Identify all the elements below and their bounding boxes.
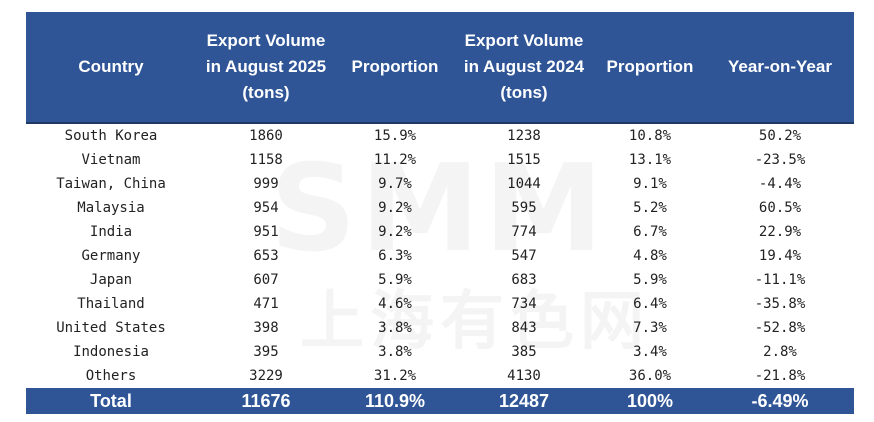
total-cell-country: Total: [26, 388, 196, 414]
cell-year-on-year: 22.9%: [758, 224, 802, 240]
header-export-2024: Export Volume in August 2024 (tons): [454, 12, 594, 123]
cell-export-2024: 683: [511, 272, 537, 288]
header-year-on-year: Year-on-Year: [706, 12, 854, 123]
cell-proportion-2025: 31.2%: [373, 368, 417, 384]
cell-country: United States: [56, 320, 166, 336]
cell-year-on-year: -4.4%: [758, 176, 802, 192]
cell-proportion-2025: 15.9%: [373, 128, 417, 144]
cell-export-2024: 595: [511, 200, 537, 216]
table-header: Country Export Volume in August 2025 (to…: [26, 12, 854, 123]
header-country: Country: [26, 12, 196, 123]
cell-proportion-2024: 10.8%: [628, 128, 672, 144]
cell-year-on-year: -23.5%: [754, 152, 806, 168]
cell-country: India: [89, 224, 133, 240]
cell-proportion-2025: 3.8%: [378, 344, 412, 360]
table-row: Others 3229 31.2% 4130 36.0% -21.8%: [26, 364, 854, 388]
data-table-container: Country Export Volume in August 2025 (to…: [26, 12, 854, 414]
header-export-2025: Export Volume in August 2025 (tons): [196, 12, 336, 123]
cell-year-on-year: 50.2%: [758, 128, 802, 144]
export-volume-table: Country Export Volume in August 2025 (to…: [26, 12, 854, 414]
cell-export-2025: 653: [253, 248, 279, 264]
cell-export-2025: 1158: [249, 152, 283, 168]
table-row: India 951 9.2% 774 6.7% 22.9%: [26, 220, 854, 244]
cell-year-on-year: 60.5%: [758, 200, 802, 216]
cell-export-2024: 4130: [507, 368, 541, 384]
cell-export-2025: 999: [253, 176, 279, 192]
total-row: Total 11676 110.9% 12487 100% -6.49%: [26, 388, 854, 414]
total-cell-proportion-2025: 110.9%: [336, 388, 454, 414]
cell-year-on-year: -35.8%: [754, 296, 806, 312]
total-cell-year-on-year: -6.49%: [706, 388, 854, 414]
cell-proportion-2025: 9.7%: [378, 176, 412, 192]
cell-export-2025: 471: [253, 296, 279, 312]
cell-export-2025: 1860: [249, 128, 283, 144]
cell-proportion-2024: 3.4%: [633, 344, 667, 360]
cell-export-2025: 395: [253, 344, 279, 360]
table-body: South Korea 1860 15.9% 1238 10.8% 50.2% Vietna…: [26, 123, 854, 414]
cell-proportion-2024: 5.2%: [633, 200, 667, 216]
table-row: South Korea 1860 15.9% 1238 10.8% 50.2%: [26, 123, 854, 148]
header-row: Country Export Volume in August 2025 (to…: [26, 12, 854, 123]
cell-proportion-2025: 11.2%: [373, 152, 417, 168]
cell-proportion-2024: 6.4%: [633, 296, 667, 312]
cell-export-2024: 774: [511, 224, 537, 240]
cell-proportion-2024: 4.8%: [633, 248, 667, 264]
cell-country: Malaysia: [77, 200, 145, 216]
cell-export-2024: 843: [511, 320, 537, 336]
cell-export-2024: 1238: [507, 128, 541, 144]
cell-proportion-2025: 9.2%: [378, 200, 412, 216]
cell-proportion-2025: 6.3%: [378, 248, 412, 264]
cell-proportion-2024: 5.9%: [633, 272, 667, 288]
cell-proportion-2025: 9.2%: [378, 224, 412, 240]
total-cell-export-2024: 12487: [454, 388, 594, 414]
table-row: Malaysia 954 9.2% 595 5.2% 60.5%: [26, 196, 854, 220]
table-row: United States 398 3.8% 843 7.3% -52.8%: [26, 316, 854, 340]
cell-proportion-2025: 5.9%: [378, 272, 412, 288]
table-row: Thailand 471 4.6% 734 6.4% -35.8%: [26, 292, 854, 316]
cell-export-2025: 3229: [249, 368, 283, 384]
cell-proportion-2024: 9.1%: [633, 176, 667, 192]
cell-export-2024: 1515: [507, 152, 541, 168]
total-cell-export-2025: 11676: [196, 388, 336, 414]
table-row: Indonesia 395 3.8% 385 3.4% 2.8%: [26, 340, 854, 364]
cell-export-2024: 734: [511, 296, 537, 312]
header-proportion-2024: Proportion: [594, 12, 706, 123]
cell-country: Indonesia: [73, 344, 149, 360]
cell-export-2025: 954: [253, 200, 279, 216]
cell-year-on-year: -11.1%: [754, 272, 806, 288]
cell-country: Thailand: [77, 296, 145, 312]
cell-export-2024: 547: [511, 248, 537, 264]
cell-year-on-year: -21.8%: [754, 368, 806, 384]
cell-year-on-year: -52.8%: [754, 320, 806, 336]
cell-proportion-2025: 4.6%: [378, 296, 412, 312]
cell-proportion-2024: 7.3%: [633, 320, 667, 336]
cell-proportion-2024: 36.0%: [628, 368, 672, 384]
cell-proportion-2024: 13.1%: [628, 152, 672, 168]
cell-proportion-2025: 3.8%: [378, 320, 412, 336]
cell-proportion-2024: 6.7%: [633, 224, 667, 240]
header-proportion-2025: Proportion: [336, 12, 454, 123]
cell-country: Taiwan, China: [56, 176, 166, 192]
table-row: Taiwan, China 999 9.7% 1044 9.1% -4.4%: [26, 172, 854, 196]
cell-export-2025: 607: [253, 272, 279, 288]
cell-export-2024: 1044: [507, 176, 541, 192]
cell-export-2025: 398: [253, 320, 279, 336]
cell-country: Vietnam: [81, 152, 141, 168]
cell-export-2024: 385: [511, 344, 537, 360]
total-cell-proportion-2024: 100%: [594, 388, 706, 414]
cell-year-on-year: 2.8%: [763, 344, 797, 360]
table-row: Japan 607 5.9% 683 5.9% -11.1%: [26, 268, 854, 292]
cell-year-on-year: 19.4%: [758, 248, 802, 264]
cell-country: South Korea: [64, 128, 158, 144]
cell-export-2025: 951: [253, 224, 279, 240]
cell-country: Others: [85, 368, 137, 384]
table-row: Vietnam 1158 11.2% 1515 13.1% -23.5%: [26, 148, 854, 172]
cell-country: Germany: [81, 248, 141, 264]
table-row: Germany 653 6.3% 547 4.8% 19.4%: [26, 244, 854, 268]
cell-country: Japan: [89, 272, 133, 288]
